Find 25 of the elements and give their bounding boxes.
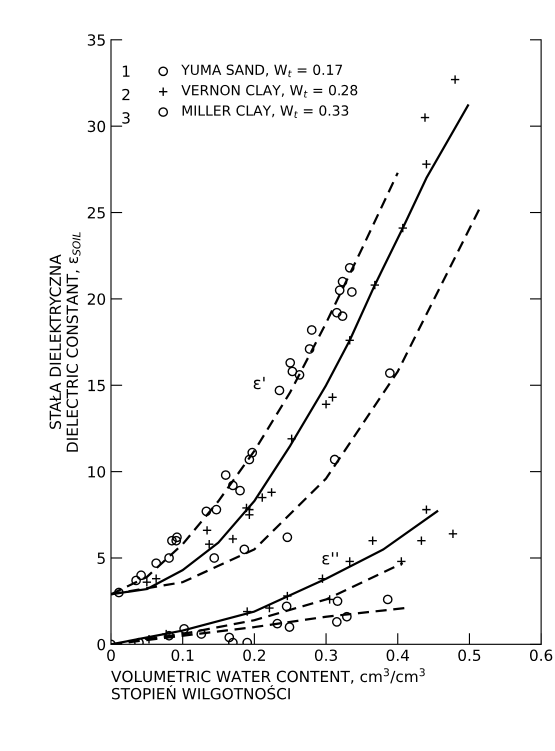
text: VOLUMETRIC WATER CONTENT, cm$^{3}$/cm$^{3}$ STOPIEŃ WILGOTNOŚCI	[111, 668, 425, 700]
y-tick-label: 15	[88, 380, 105, 392]
y-tick-label: 35	[88, 34, 105, 46]
y-axis-title: STAŁA DIELEKTRYCZNA DIELECTRIC CONSTANT, ε$_{SOIL}$	[50, 232, 81, 452]
x-tick-label: 0.4	[386, 649, 410, 662]
x-tick-label: 0	[107, 649, 115, 662]
annotation: 1	[122, 66, 130, 77]
y-tick-label: 25	[88, 207, 105, 219]
x-tick-label: 0.2	[243, 649, 265, 662]
annotation: 2	[122, 88, 130, 100]
legend-label: MILLER CLAY, W$_{t}$ = 0.33	[182, 105, 348, 118]
x-tick-label: 0.1	[172, 649, 194, 662]
x-tick-label: 0.3	[314, 649, 337, 662]
legend-label: VERNON CLAY, W$_{t}$ = 0.28	[181, 84, 358, 98]
y-tick-label: 30	[88, 120, 106, 132]
y-tick-label: 0	[97, 638, 106, 650]
annotation: ε''	[322, 552, 338, 565]
annotation: ε'	[254, 376, 265, 390]
x-tick-label: 0.5	[458, 649, 480, 662]
annotation: 3	[122, 112, 130, 124]
y-tick-label: 20	[88, 293, 106, 305]
legend-label: YUMA SAND, W$_{t}$ = 0.17	[181, 64, 342, 78]
x-tick-label: 0.6	[530, 649, 552, 662]
y-tick-label: 5	[98, 552, 105, 564]
y-tick-label: 10	[88, 466, 106, 478]
